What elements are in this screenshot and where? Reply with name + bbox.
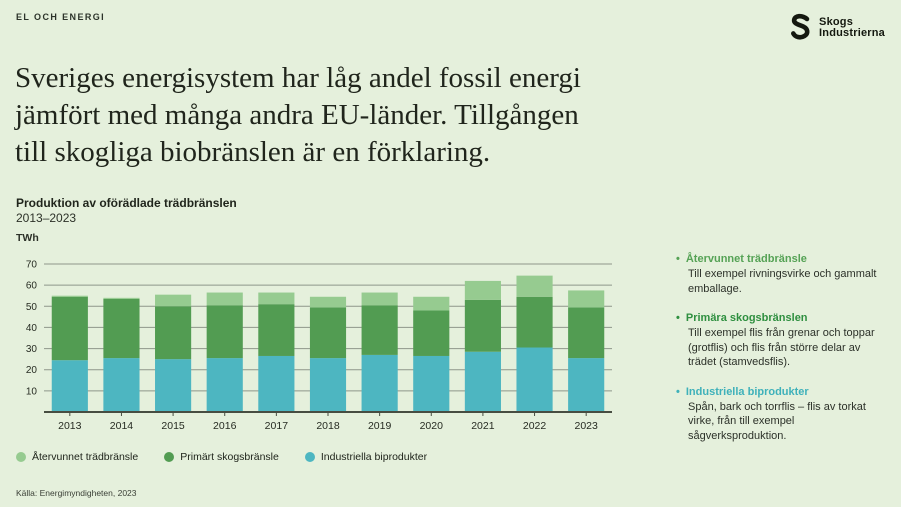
legend-dot-atervunnet-icon bbox=[16, 452, 26, 462]
definitions-sidebar: • Återvunnet trädbränsle Till exempel ri… bbox=[676, 252, 890, 443]
svg-text:2023: 2023 bbox=[575, 420, 599, 432]
y-axis-unit-label: TWh bbox=[16, 232, 39, 244]
svg-text:2021: 2021 bbox=[471, 420, 495, 432]
definition-primara: • Primära skogsbränslen Till exempel fli… bbox=[676, 311, 890, 370]
svg-text:20: 20 bbox=[26, 365, 38, 376]
svg-text:60: 60 bbox=[26, 281, 38, 292]
svg-text:40: 40 bbox=[26, 323, 38, 334]
svg-text:2019: 2019 bbox=[368, 420, 392, 432]
definition-industriella: • Industriella biprodukter Spån, bark oc… bbox=[676, 385, 890, 444]
legend-label: Industriella biprodukter bbox=[320, 451, 428, 463]
legend-item-primart: Primärt skogsbränsle bbox=[164, 451, 279, 463]
chart-legend: Återvunnet trädbränsle Primärt skogsbrän… bbox=[16, 451, 427, 463]
category-label: EL OCH ENERGI bbox=[16, 12, 106, 22]
logo-line2: Industrierna bbox=[819, 26, 885, 39]
definition-body: Till exempel flis från grenar och toppar… bbox=[688, 327, 875, 368]
svg-text:2014: 2014 bbox=[110, 420, 134, 432]
svg-text:2013: 2013 bbox=[58, 420, 82, 432]
legend-item-atervunnet: Återvunnet trädbränsle bbox=[16, 451, 138, 463]
definition-atervunnet: • Återvunnet trädbränsle Till exempel ri… bbox=[676, 252, 890, 296]
page-title-line3: till skogliga biobränslen är en förklari… bbox=[15, 136, 491, 168]
chart-header: Produktion av oförädlade trädbränslen 20… bbox=[16, 196, 237, 225]
svg-text:2015: 2015 bbox=[161, 420, 185, 432]
stacked-bar-chart: 10 20 30 40 50 60 70 2013 2014 2015 2016 2017 2018 20… bbox=[14, 250, 620, 438]
skogsindustrierna-logo: Skogs Industrierna bbox=[788, 13, 885, 42]
definition-title: Återvunnet trädbränsle bbox=[685, 253, 807, 265]
bullet-icon: • bbox=[676, 312, 680, 324]
page-title: Sveriges energisystem har låg andel foss… bbox=[15, 60, 675, 171]
legend-label: Primärt skogsbränsle bbox=[180, 451, 279, 463]
definition-title: Industriella biprodukter bbox=[685, 385, 809, 398]
source-note: Källa: Energimyndigheten, 2023 bbox=[16, 488, 137, 498]
legend-item-industriella: Industriella biprodukter bbox=[304, 451, 428, 463]
chart-subtitle: 2013–2023 bbox=[16, 211, 77, 225]
svg-text:2018: 2018 bbox=[316, 420, 340, 432]
legend-dot-primart-icon bbox=[164, 452, 175, 462]
legend-dot-industriella-icon bbox=[304, 452, 315, 462]
page-title-line1: Sveriges energisystem har låg andel foss… bbox=[15, 62, 581, 94]
page-title-line2: jämfört med många andra EU-länder. Tillg… bbox=[15, 99, 579, 131]
definition-title: Primära skogsbränslen bbox=[685, 312, 808, 324]
definition-body: Spån, bark och torrflis – flis av torkat… bbox=[688, 400, 866, 442]
bullet-icon: • bbox=[676, 253, 680, 265]
svg-text:2016: 2016 bbox=[213, 420, 237, 432]
bullet-icon: • bbox=[676, 385, 680, 398]
svg-text:2022: 2022 bbox=[523, 420, 547, 432]
logo-wordmark: Skogs Industrierna bbox=[819, 15, 885, 39]
chart-canvas: 10 20 30 40 50 60 70 2013 2014 2015 2016 2017 2018 20… bbox=[26, 260, 612, 432]
svg-text:50: 50 bbox=[26, 302, 38, 313]
svg-text:2017: 2017 bbox=[265, 420, 289, 432]
svg-text:30: 30 bbox=[26, 344, 38, 355]
chart-title: Produktion av oförädlade trädbränslen bbox=[16, 196, 237, 210]
svg-text:10: 10 bbox=[26, 386, 38, 397]
svg-text:70: 70 bbox=[26, 260, 38, 271]
legend-label: Återvunnet trädbränsle bbox=[32, 451, 139, 463]
logo-s-icon bbox=[788, 13, 814, 42]
logo-line1: Skogs bbox=[819, 15, 854, 28]
svg-text:2020: 2020 bbox=[420, 420, 444, 432]
definition-body: Till exempel rivningsvirke och gammalt e… bbox=[688, 268, 877, 295]
